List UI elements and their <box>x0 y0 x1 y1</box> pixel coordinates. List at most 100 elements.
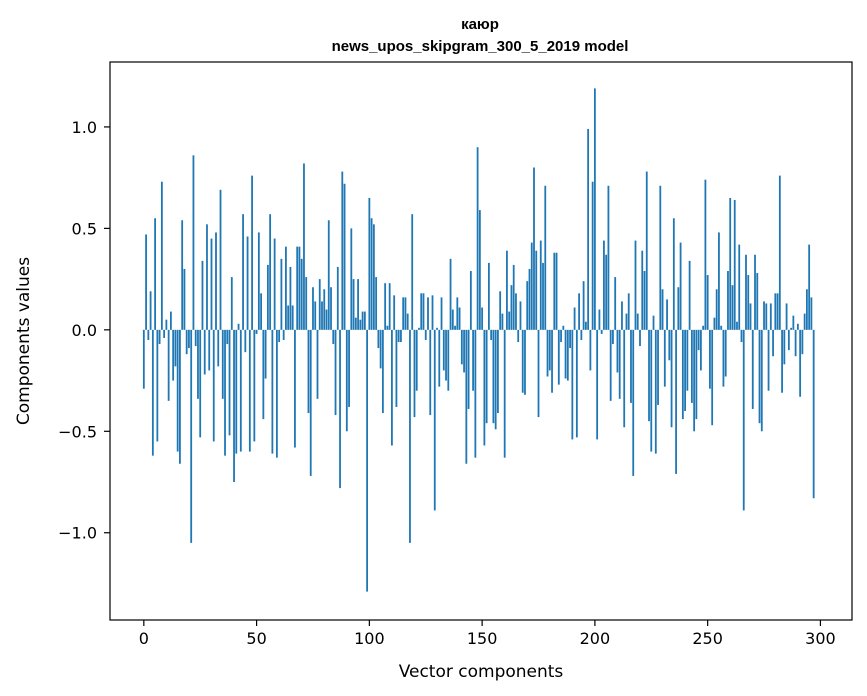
bar <box>740 329 743 343</box>
bar <box>406 313 409 330</box>
bar <box>684 329 686 411</box>
y-tick-label: −1.0 <box>58 524 97 543</box>
bar <box>508 311 511 330</box>
bar <box>627 293 630 330</box>
bar <box>774 293 777 330</box>
bar <box>578 293 580 330</box>
bar <box>246 236 249 330</box>
bar <box>526 281 529 330</box>
bar <box>481 307 484 330</box>
x-tick-label: 300 <box>805 629 836 648</box>
bar <box>296 246 299 330</box>
bar <box>515 293 517 330</box>
bar <box>363 311 366 330</box>
bar <box>415 329 418 391</box>
bar <box>787 329 790 351</box>
bar <box>519 301 522 330</box>
bar <box>327 220 330 330</box>
bar <box>266 264 269 330</box>
bar <box>542 262 544 330</box>
bar <box>686 329 689 391</box>
bar <box>404 297 407 330</box>
bar <box>336 266 339 330</box>
bar <box>469 271 472 330</box>
bar <box>291 305 294 330</box>
bar <box>645 171 648 330</box>
bar <box>539 240 542 330</box>
bar <box>179 329 181 464</box>
bar <box>503 329 506 458</box>
bar <box>424 329 427 340</box>
bar <box>623 329 626 428</box>
bar <box>289 266 292 330</box>
bar <box>778 175 781 330</box>
bar <box>447 329 450 391</box>
bar <box>497 329 499 414</box>
bar <box>176 329 179 452</box>
bar <box>544 185 547 330</box>
bar <box>402 297 405 330</box>
bar <box>282 329 285 340</box>
x-tick-label: 100 <box>354 629 385 648</box>
bar <box>709 329 711 389</box>
bar <box>206 224 208 330</box>
bar <box>553 252 556 330</box>
bar <box>533 167 535 330</box>
y-tick-label: −0.5 <box>58 422 97 441</box>
bar <box>625 313 628 330</box>
bar <box>648 329 650 422</box>
bar <box>348 329 350 407</box>
bar <box>632 329 635 476</box>
bar <box>269 214 272 330</box>
bar <box>239 329 242 452</box>
bar <box>251 175 253 330</box>
bar <box>142 329 145 389</box>
bar <box>589 329 592 371</box>
bar <box>275 329 278 458</box>
bar <box>413 329 416 418</box>
bar <box>280 258 283 330</box>
bar <box>760 329 763 432</box>
bar <box>233 329 235 483</box>
bar <box>571 329 574 440</box>
bar <box>163 329 166 338</box>
bar <box>727 271 729 330</box>
bar <box>668 329 671 361</box>
bar <box>332 329 335 345</box>
bar <box>278 329 281 343</box>
bar <box>224 329 226 456</box>
bar <box>463 329 465 373</box>
bar <box>215 232 217 330</box>
bar <box>264 329 267 379</box>
bar <box>478 210 481 330</box>
bar <box>262 329 265 420</box>
bar <box>393 295 396 330</box>
bars-group <box>142 88 815 592</box>
bar <box>801 329 804 355</box>
bar <box>499 291 502 330</box>
chart-title: каюр news_upos_skipgram_300_5_2019 model <box>332 16 629 55</box>
bar <box>381 329 384 414</box>
bar <box>747 275 750 330</box>
bar <box>352 279 355 330</box>
bar <box>598 309 601 330</box>
bar <box>325 309 328 330</box>
bar <box>316 329 319 399</box>
bar <box>460 329 463 365</box>
bar <box>630 329 632 403</box>
bar <box>321 301 323 330</box>
bar <box>192 155 195 330</box>
bar <box>305 277 308 330</box>
bar <box>551 329 553 393</box>
bar <box>557 329 560 385</box>
bar <box>587 128 590 330</box>
x-axis-ticks: 0 50 100 150 200 250 300 <box>139 620 836 648</box>
bar <box>257 232 260 330</box>
bar <box>339 329 341 489</box>
bar <box>375 277 378 330</box>
bar <box>494 329 497 430</box>
x-tick-label: 0 <box>139 629 149 648</box>
bar <box>512 264 515 330</box>
bar <box>596 329 599 440</box>
bar <box>537 329 540 418</box>
